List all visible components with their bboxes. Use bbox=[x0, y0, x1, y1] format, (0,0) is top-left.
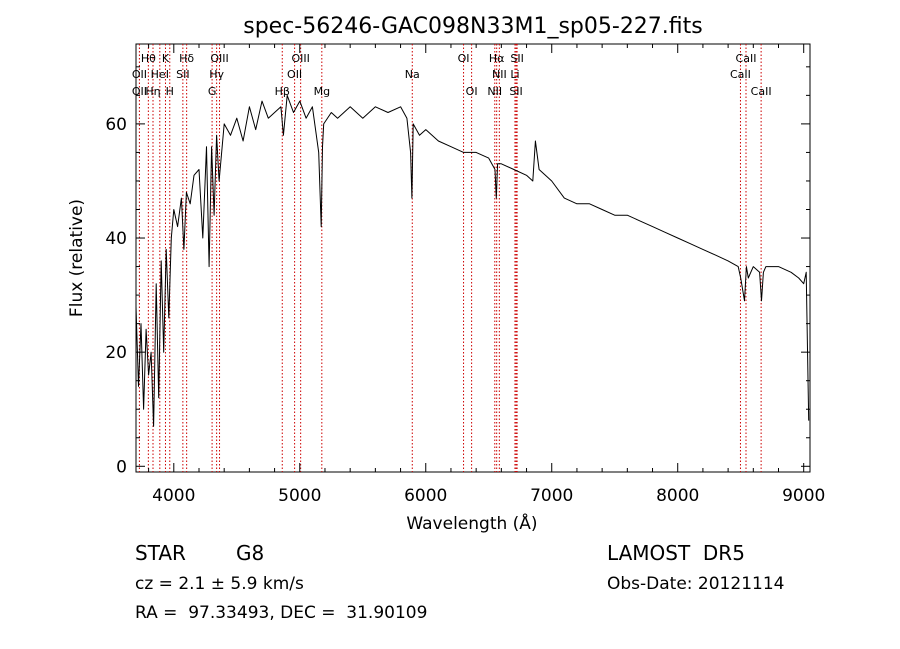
spectral-line-label: CaII bbox=[730, 68, 751, 81]
spectral-line-label: NII bbox=[492, 68, 507, 81]
x-tick-label: 8000 bbox=[656, 486, 699, 506]
spectrum-line bbox=[135, 94, 810, 427]
y-tick-label: 20 bbox=[105, 343, 127, 363]
ra-dec: RA = 97.33493, DEC = 31.90109 bbox=[135, 603, 428, 623]
spectral-line-labels: Hθ K Hδ OIII OIII OI Hα SII CaII OII HeI SII Hγ OII Na… bbox=[132, 52, 772, 98]
spectral-line-label: SII bbox=[509, 85, 522, 98]
spectral-line-label: Hθ bbox=[141, 52, 156, 65]
spectral-line-label: OII bbox=[132, 68, 147, 81]
y-tick-label: 40 bbox=[105, 229, 127, 249]
spectral-line-label: OIII bbox=[210, 52, 228, 65]
spectral-line-label: OII bbox=[132, 85, 147, 98]
x-tick-label: 4000 bbox=[152, 486, 195, 506]
chart-title: spec-56246-GAC098N33M1_sp05-227.fits bbox=[243, 14, 703, 39]
x-axis-ticks: 4000 5000 6000 7000 8000 9000 bbox=[148, 44, 825, 506]
x-axis-label: Wavelength (Å) bbox=[406, 512, 537, 534]
spectral-line-label: OI bbox=[458, 52, 470, 65]
spectral-line-label: Na bbox=[405, 68, 420, 81]
spectral-line-label: Mg bbox=[314, 85, 330, 98]
y-axis-label: Flux (relative) bbox=[67, 199, 87, 317]
spectral-line-label: CaII bbox=[751, 85, 772, 98]
spectral-line-label: H bbox=[166, 85, 174, 98]
survey-name: LAMOST DR5 bbox=[607, 541, 745, 565]
plot-frame bbox=[135, 43, 811, 473]
spectral-line-label: OII bbox=[287, 68, 302, 81]
redshift-cz: cz = 2.1 ± 5.9 km/s bbox=[135, 574, 304, 594]
spectral-line-label: SII bbox=[176, 68, 189, 81]
spectral-line-label: K bbox=[162, 52, 170, 65]
spectral-line-label: Hα bbox=[489, 52, 505, 65]
x-tick-label: 6000 bbox=[404, 486, 447, 506]
spectral-line-label: Li bbox=[510, 68, 519, 81]
spectral-line-label: OIII bbox=[291, 52, 309, 65]
y-tick-label: 0 bbox=[116, 457, 127, 477]
spectral-line-label: SII bbox=[510, 52, 523, 65]
x-tick-label: 9000 bbox=[782, 486, 825, 506]
spectral-line-label: Hβ bbox=[275, 85, 290, 98]
spectral-line-label: HeI bbox=[151, 68, 169, 81]
spectral-line-label: Hδ bbox=[179, 52, 194, 65]
observation-date: Obs-Date: 20121114 bbox=[607, 574, 785, 594]
y-axis-ticks: 0 20 40 60 bbox=[105, 66, 810, 477]
y-tick-label: 60 bbox=[105, 115, 127, 135]
spectral-line-label: NII bbox=[487, 85, 502, 98]
spectral-line-markers bbox=[138, 44, 762, 472]
x-tick-label: 5000 bbox=[278, 486, 321, 506]
object-class: STAR bbox=[135, 541, 186, 565]
spectral-line-label: Hη bbox=[145, 85, 160, 98]
spectral-line-label: CaII bbox=[736, 52, 757, 65]
object-subclass: G8 bbox=[236, 541, 265, 565]
spectral-line-label: OI bbox=[466, 85, 478, 98]
spectral-line-label: G bbox=[208, 85, 217, 98]
x-tick-label: 7000 bbox=[530, 486, 573, 506]
spectrum-series bbox=[135, 94, 810, 427]
spectral-line-label: Hγ bbox=[209, 68, 224, 81]
